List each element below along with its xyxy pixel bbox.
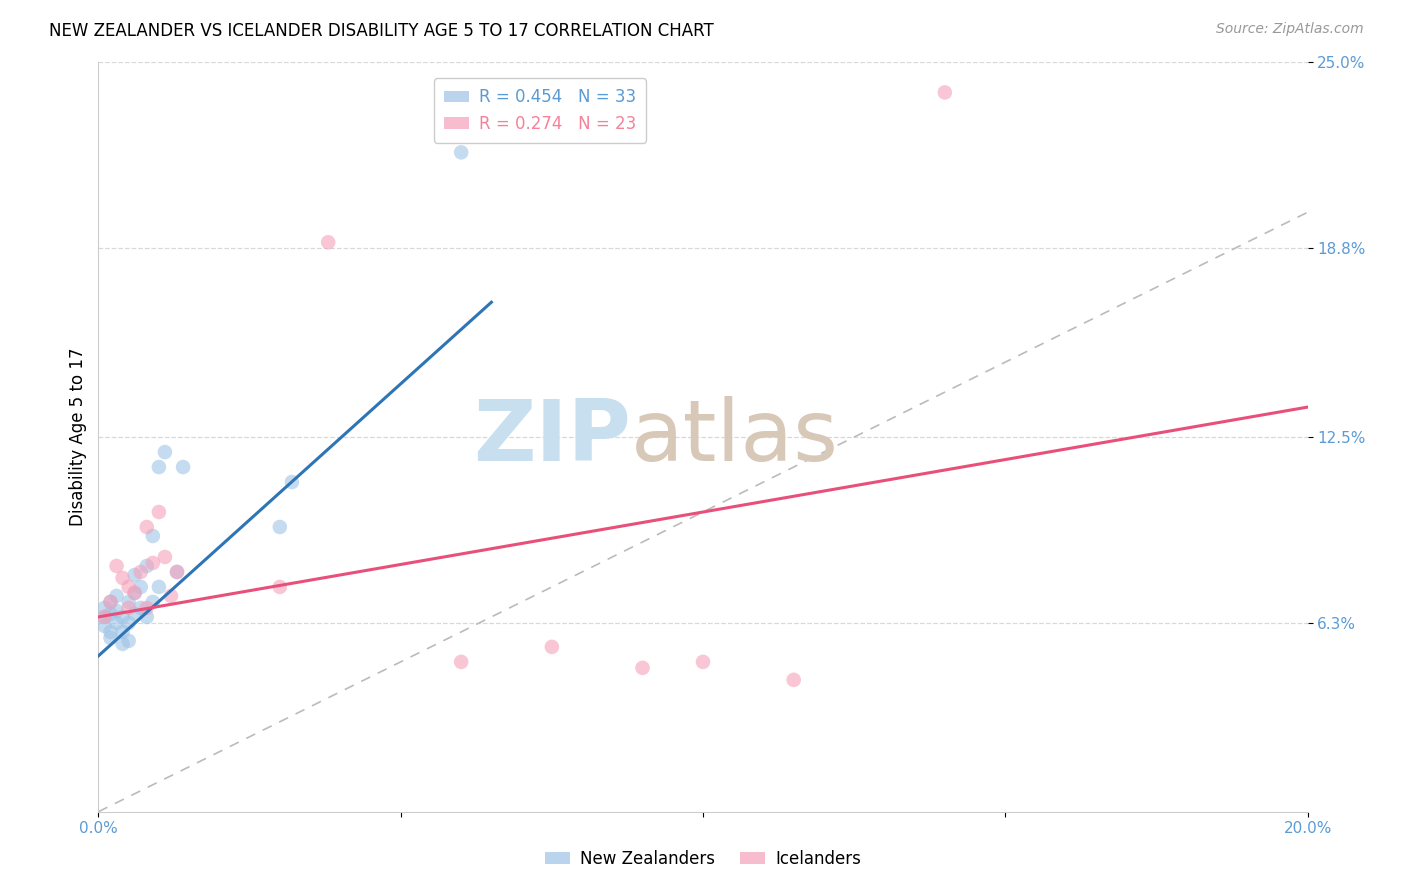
Point: [135, 601, 157, 615]
Y-axis label: Disability Age 5 to 17: Disability Age 5 to 17: [69, 348, 87, 526]
Point: [142, 529, 165, 543]
Point: [129, 580, 152, 594]
Point: [148, 460, 170, 475]
Point: [783, 673, 806, 687]
Point: [93, 619, 115, 633]
Point: [118, 595, 141, 609]
Legend: R = 0.454   N = 33, R = 0.274   N = 23: R = 0.454 N = 33, R = 0.274 N = 23: [433, 78, 645, 143]
Text: atlas: atlas: [630, 395, 838, 479]
Point: [105, 589, 128, 603]
Point: [124, 586, 146, 600]
Point: [142, 595, 165, 609]
Point: [153, 549, 176, 564]
Point: [148, 505, 170, 519]
Point: [105, 604, 128, 618]
Point: [269, 520, 291, 534]
Point: [93, 610, 115, 624]
Point: [135, 558, 157, 573]
Point: [100, 631, 122, 645]
Point: [129, 565, 152, 579]
Point: [148, 580, 170, 594]
Point: [316, 235, 339, 250]
Point: [540, 640, 562, 654]
Point: [111, 624, 134, 639]
Point: [135, 520, 157, 534]
Point: [100, 607, 122, 621]
Point: [135, 610, 157, 624]
Point: [118, 633, 141, 648]
Point: [93, 601, 115, 615]
Point: [631, 661, 654, 675]
Point: [124, 568, 146, 582]
Point: [124, 607, 146, 621]
Text: NEW ZEALANDER VS ICELANDER DISABILITY AGE 5 TO 17 CORRELATION CHART: NEW ZEALANDER VS ICELANDER DISABILITY AG…: [49, 22, 714, 40]
Point: [692, 655, 714, 669]
Point: [124, 586, 146, 600]
Point: [111, 610, 134, 624]
Point: [269, 580, 291, 594]
Text: Source: ZipAtlas.com: Source: ZipAtlas.com: [1216, 22, 1364, 37]
Point: [100, 595, 122, 609]
Point: [160, 589, 183, 603]
Point: [118, 580, 141, 594]
Point: [172, 460, 194, 475]
Point: [111, 571, 134, 585]
Point: [166, 565, 188, 579]
Point: [118, 601, 141, 615]
Point: [100, 595, 122, 609]
Point: [142, 556, 165, 570]
Point: [153, 445, 176, 459]
Point: [93, 610, 115, 624]
Text: ZIP: ZIP: [472, 395, 630, 479]
Legend: New Zealanders, Icelanders: New Zealanders, Icelanders: [538, 844, 868, 875]
Point: [450, 145, 472, 160]
Point: [105, 558, 128, 573]
Point: [450, 655, 472, 669]
Point: [111, 637, 134, 651]
Point: [934, 86, 956, 100]
Point: [166, 565, 188, 579]
Point: [129, 601, 152, 615]
Point: [118, 615, 141, 630]
Point: [100, 624, 122, 639]
Point: [105, 615, 128, 630]
Point: [281, 475, 304, 489]
